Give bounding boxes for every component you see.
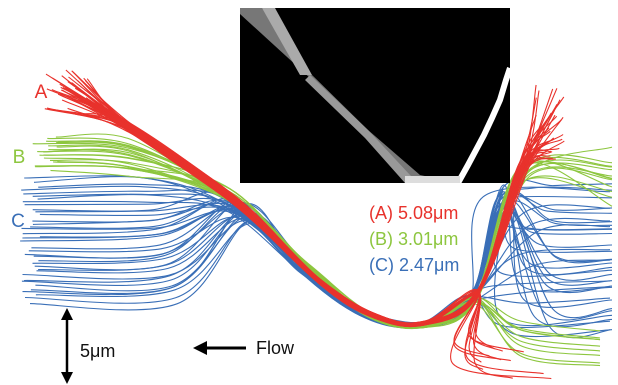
trajectory	[22, 206, 613, 326]
arrow-head	[193, 341, 207, 355]
label-a: A	[35, 82, 48, 103]
trajectory	[40, 208, 612, 325]
scale-bar	[61, 308, 73, 384]
trajectory	[33, 194, 612, 325]
scale-label: 5μm	[80, 341, 115, 361]
label-c: C	[11, 211, 25, 232]
trajectory	[32, 200, 612, 324]
inset-floor	[405, 176, 460, 183]
trajectory	[29, 206, 612, 338]
flow-label: Flow	[256, 338, 295, 358]
figure: A B C (A) 5.08μm (B) 3.01μm (C) 2.47μm 5…	[0, 0, 618, 385]
flow-arrow	[193, 341, 246, 355]
legend-a: (A) 5.08μm	[369, 203, 458, 223]
label-b: B	[13, 147, 26, 168]
legend-c: (C) 2.47μm	[369, 255, 459, 275]
trajectory	[35, 187, 612, 323]
arrow-head	[61, 372, 73, 384]
arrow-head	[61, 308, 73, 320]
legend-b: (B) 3.01μm	[369, 229, 458, 249]
inset	[240, 8, 510, 183]
